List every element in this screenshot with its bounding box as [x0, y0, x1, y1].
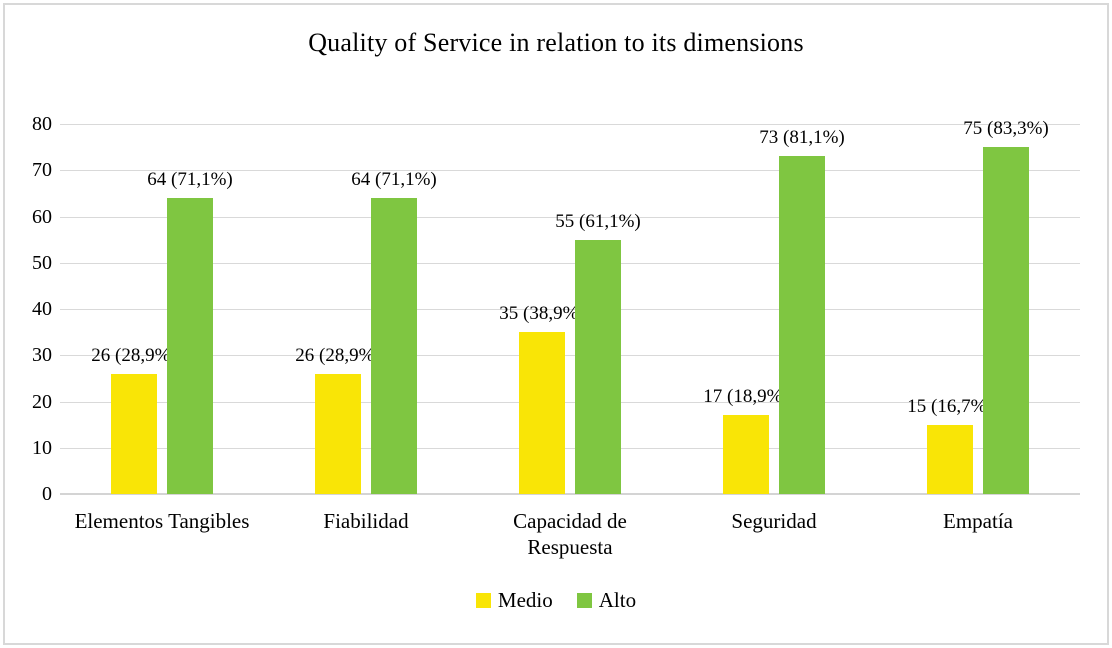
value-label-medio-elementos-tangibles: 26 (28,9%)	[91, 344, 177, 366]
gridline-20	[60, 401, 1080, 403]
value-label-alto-capacidad-de-respuesta: 55 (61,1%)	[555, 210, 641, 232]
bar-medio-capacidad-de-respuesta	[519, 332, 565, 494]
y-axis-tick-label-40: 40	[32, 298, 52, 320]
y-axis-tick-label-60: 60	[32, 205, 52, 228]
legend-item-medio: Medio	[475, 588, 553, 613]
x-axis-category-label-empat-a: Empatía	[943, 509, 1013, 533]
gridline-80	[60, 124, 1080, 125]
gridline-50	[60, 262, 1080, 264]
x-axis-category-label-elementos-tangibles: Elementos Tangibles	[74, 509, 250, 533]
gridline-10	[60, 447, 1080, 449]
gridline-70	[60, 170, 1080, 172]
x-axis-line	[60, 493, 1080, 495]
bar-medio-elementos-tangibles	[111, 373, 157, 494]
bar-medio-empat-a	[927, 424, 973, 494]
gridline-30	[60, 355, 1080, 357]
bar-medio-seguridad	[723, 415, 769, 494]
gridline-40	[60, 309, 1080, 310]
bar-alto-elementos-tangibles	[167, 198, 213, 494]
y-axis-tick-label-70: 70	[32, 159, 52, 182]
bar-alto-fiabilidad	[371, 198, 417, 494]
bar-alto-capacidad-de-respuesta	[575, 239, 621, 494]
value-label-medio-fiabilidad: 26 (28,9%)	[295, 344, 381, 366]
x-axis-category-label-seguridad: Seguridad	[731, 509, 817, 533]
x-axis-category-label-capacidad-de-respuesta: Capacidad de Respuesta	[513, 509, 627, 559]
y-axis-tick-label-20: 20	[32, 390, 52, 413]
value-label-alto-fiabilidad: 64 (71,1%)	[351, 169, 437, 190]
gridline-60	[60, 216, 1080, 218]
y-axis-tick-label-30: 30	[32, 344, 52, 367]
value-label-alto-seguridad: 73 (81,1%)	[759, 127, 845, 149]
value-label-medio-empat-a: 15 (16,7%)	[907, 395, 993, 417]
legend-swatch-alto	[576, 593, 592, 608]
bar-alto-seguridad	[779, 156, 825, 494]
y-axis-tick-label-50: 50	[32, 251, 52, 274]
legend-item-alto: Alto	[576, 588, 637, 613]
bar-alto-empat-a	[983, 147, 1029, 494]
chart-title: Quality of Service in relation to its di…	[308, 28, 804, 57]
value-label-alto-empat-a: 75 (83,3%)	[963, 118, 1049, 140]
value-label-medio-seguridad: 17 (18,9%)	[703, 386, 789, 408]
value-label-medio-capacidad-de-respuesta: 35 (38,9%)	[499, 303, 585, 325]
legend-swatch-medio	[475, 593, 491, 608]
legend: Medio Alto	[0, 588, 1112, 613]
bar-medio-fiabilidad	[315, 373, 361, 494]
y-axis-tick-label-10: 10	[32, 436, 52, 459]
y-axis-tick-label-0: 0	[42, 483, 52, 505]
value-label-alto-elementos-tangibles: 64 (71,1%)	[147, 169, 233, 190]
y-axis-tick-label-80: 80	[32, 113, 52, 135]
legend-label-alto: Alto	[598, 588, 637, 612]
legend-label-medio: Medio	[497, 588, 553, 612]
x-axis-category-label-fiabilidad: Fiabilidad	[323, 509, 409, 533]
